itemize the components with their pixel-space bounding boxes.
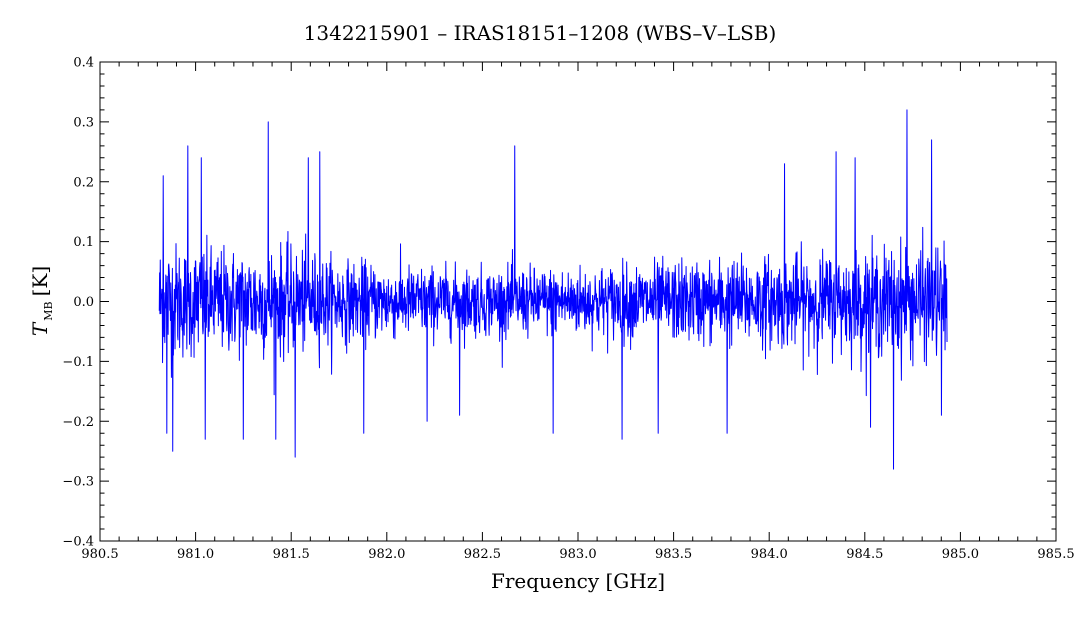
x-tick-label: 985.5 xyxy=(1037,547,1074,562)
x-tick-label: 982.0 xyxy=(368,547,405,562)
x-axis-label: Frequency [GHz] xyxy=(491,569,665,593)
y-tick-label: 0.4 xyxy=(73,56,94,71)
chart-title: 1342215901 – IRAS18151–1208 (WBS–V–LSB) xyxy=(304,21,777,45)
y-tick-labels: −0.4 −0.3 −0.2 −0.1 0.0 0.1 0.2 0.3 0.4 xyxy=(62,56,94,550)
x-tick-label: 983.0 xyxy=(559,547,596,562)
series-group xyxy=(158,109,948,470)
y-tick-label: −0.4 xyxy=(62,535,94,550)
y-tick-label: 0.0 xyxy=(73,295,94,310)
y-axis-subscript: MB xyxy=(42,301,55,320)
axis-ticks xyxy=(99,61,1057,542)
y-tick-label: −0.1 xyxy=(62,355,94,370)
plot-area xyxy=(99,61,1057,542)
x-tick-label: 984.0 xyxy=(751,547,788,562)
tick-marks xyxy=(99,61,1057,542)
x-tick-label: 981.0 xyxy=(177,547,214,562)
x-tick-label: 983.5 xyxy=(655,547,692,562)
spectrum-line xyxy=(158,109,948,470)
y-axis-label: TMB [K] xyxy=(28,266,55,336)
y-tick-label: −0.3 xyxy=(62,475,94,490)
x-tick-labels: 980.5 981.0 981.5 982.0 982.5 983.0 983.5 984.0… xyxy=(81,547,1074,562)
x-tick-label: 985.0 xyxy=(942,547,979,562)
x-tick-label: 982.5 xyxy=(464,547,501,562)
y-tick-label: −0.2 xyxy=(62,415,94,430)
y-axis-symbol: T xyxy=(28,321,52,336)
x-tick-label: 980.5 xyxy=(81,547,118,562)
y-tick-label: 0.1 xyxy=(73,235,94,250)
y-tick-label: 0.2 xyxy=(73,175,94,190)
y-axis-unit: [K] xyxy=(28,266,52,297)
y-tick-label: 0.3 xyxy=(73,115,94,130)
x-tick-label: 981.5 xyxy=(273,547,310,562)
x-tick-label: 984.5 xyxy=(846,547,883,562)
